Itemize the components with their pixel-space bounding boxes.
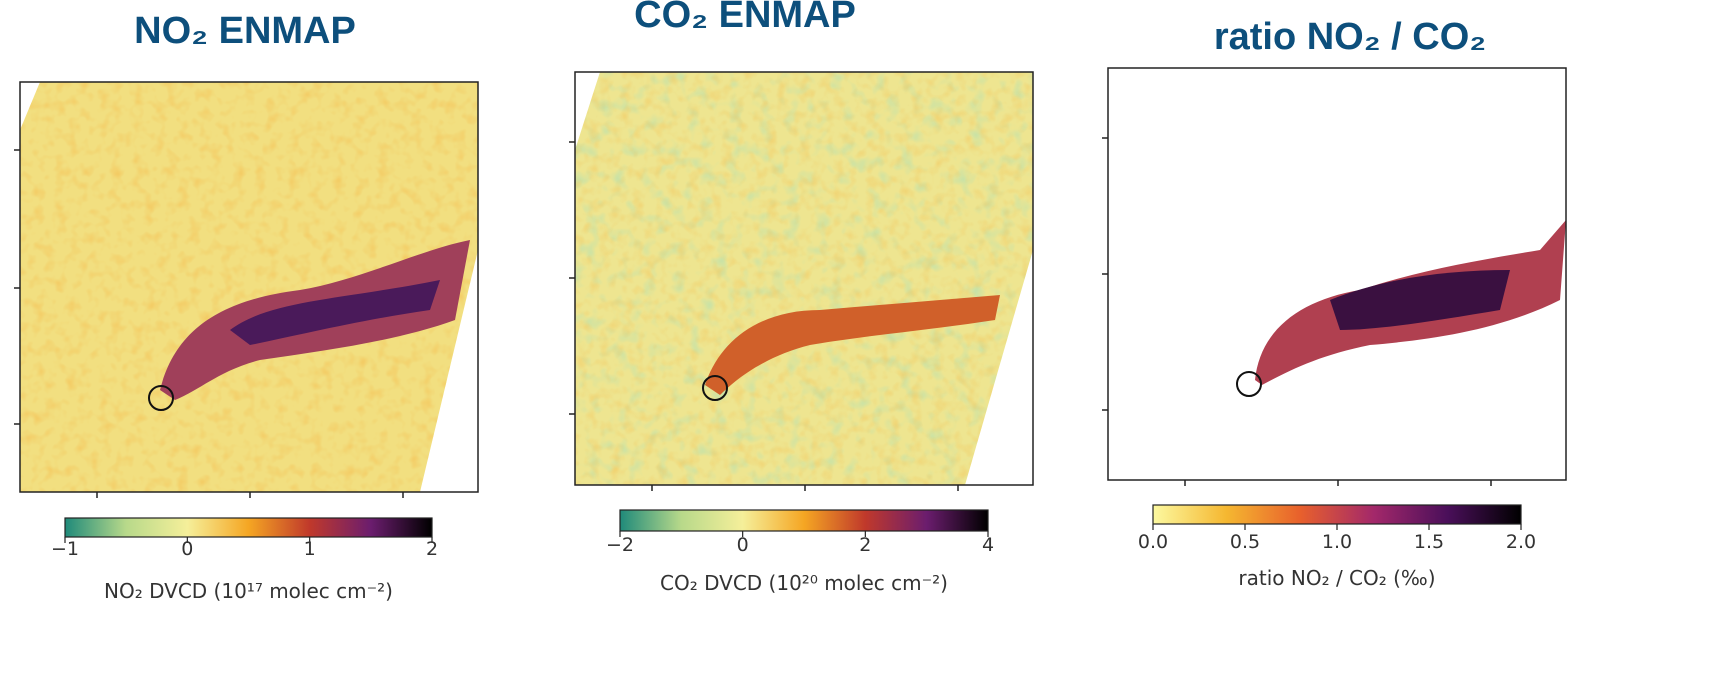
map-ratio	[1102, 68, 1566, 486]
colorbar-tick-label: 0	[181, 538, 193, 560]
colorbar-label: ratio NO₂ / CO₂ (‰)	[1238, 566, 1435, 590]
colorbar-tick-label: 4	[982, 534, 994, 556]
map-no2	[14, 82, 478, 498]
colorbar-tick-label: −2	[606, 534, 634, 556]
panel-title: ratio NO₂ / CO₂	[1214, 16, 1486, 58]
figure: NO₂ ENMAP −1 0 1 2 NO₂ DVCD (10¹⁷ molec cm⁻²)…	[0, 0, 1722, 674]
map-co2	[569, 72, 1033, 491]
colorbar	[620, 510, 988, 531]
colorbar-tick-label: 1.0	[1322, 531, 1352, 553]
colorbar	[65, 518, 432, 537]
colorbar-tick-label: 0.0	[1138, 531, 1168, 553]
panel-title: CO₂ ENMAP	[634, 0, 856, 36]
colorbar-label: CO₂ DVCD (10²⁰ molec cm⁻²)	[660, 571, 948, 595]
colorbar-tick-label: −1	[51, 538, 79, 560]
colorbar-tick-label: 0.5	[1230, 531, 1260, 553]
colorbar-tick-label: 1	[304, 538, 316, 560]
colorbar-tick-label: 1.5	[1414, 531, 1444, 553]
colorbar-tick-label: 2	[859, 534, 871, 556]
colorbar-tick-label: 2	[426, 538, 438, 560]
colorbar-tick-label: 0	[737, 534, 749, 556]
panel-title: NO₂ ENMAP	[134, 10, 356, 52]
colorbar-label: NO₂ DVCD (10¹⁷ molec cm⁻²)	[104, 579, 393, 603]
colorbar-tick-label: 2.0	[1506, 531, 1536, 553]
colorbar	[1153, 505, 1521, 524]
